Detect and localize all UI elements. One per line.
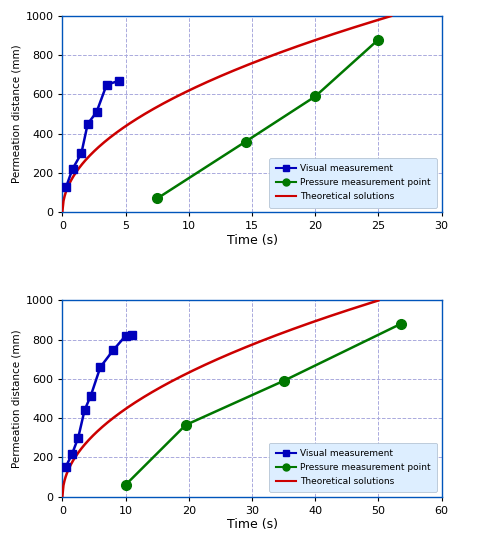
Legend: Visual measurement, Pressure measurement point, Theoretical solutions: Visual measurement, Pressure measurement… bbox=[269, 443, 437, 492]
X-axis label: Time (s): Time (s) bbox=[227, 234, 277, 247]
Legend: Visual measurement, Pressure measurement point, Theoretical solutions: Visual measurement, Pressure measurement… bbox=[269, 158, 437, 208]
Y-axis label: Permeation distance (mm): Permeation distance (mm) bbox=[11, 329, 21, 468]
Y-axis label: Permeation distance (mm): Permeation distance (mm) bbox=[11, 45, 21, 183]
X-axis label: Time (s): Time (s) bbox=[227, 519, 277, 531]
